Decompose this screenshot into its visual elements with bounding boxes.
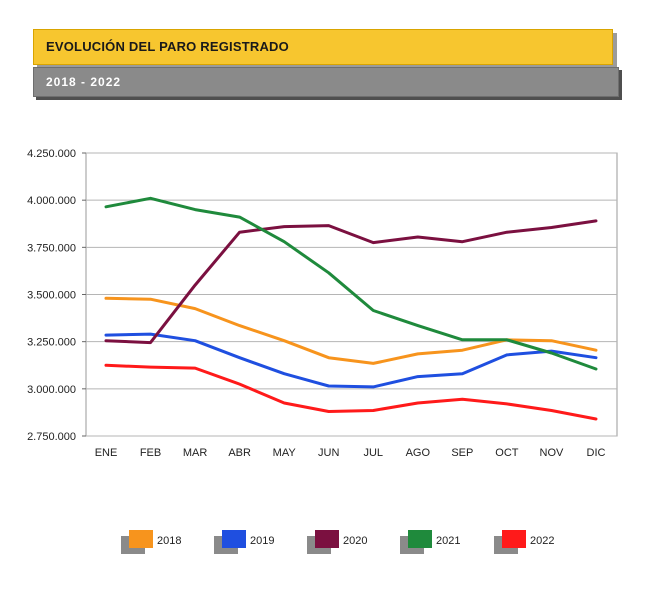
series-line-2022 [104, 363, 598, 421]
x-tick-label: DIC [587, 447, 606, 459]
legend-label-2022: 2022 [530, 535, 554, 547]
legend-label-2021: 2021 [436, 535, 460, 547]
x-tick-label: MAR [183, 447, 208, 459]
chart-subtitle: 2018 - 2022 [46, 75, 122, 89]
x-tick-label: JUN [318, 447, 339, 459]
legend-swatch-2018 [129, 530, 153, 548]
y-tick-label: 4.000.000 [27, 195, 76, 207]
legend-swatch-2020 [315, 530, 339, 548]
legend-label-2018: 2018 [157, 535, 181, 547]
series-line-2020 [104, 219, 598, 345]
series-line-2021 [104, 196, 598, 371]
y-tick-label: 3.000.000 [27, 384, 76, 396]
chart-title: EVOLUCIÓN DEL PARO REGISTRADO [46, 39, 289, 54]
legend-label-2019: 2019 [250, 535, 274, 547]
x-tick-label: SEP [451, 447, 473, 459]
x-tick-label: ABR [228, 447, 251, 459]
x-tick-label: FEB [140, 447, 161, 459]
legend-label-2020: 2020 [343, 535, 367, 547]
series-line-2019 [104, 332, 598, 389]
legend-swatch-2019 [222, 530, 246, 548]
y-tick-label: 2.750.000 [27, 431, 76, 443]
x-tick-label: NOV [540, 447, 565, 459]
x-tick-label: AGO [406, 447, 431, 459]
x-tick-label: ENE [95, 447, 118, 459]
y-tick-label: 3.250.000 [27, 337, 76, 349]
legend-swatch-2022 [502, 530, 526, 548]
y-tick-label: 3.500.000 [27, 290, 76, 302]
series-line-2018 [104, 296, 598, 365]
legend-swatch-2021 [408, 530, 432, 548]
x-tick-label: OCT [495, 447, 519, 459]
y-tick-label: 4.250.000 [27, 148, 76, 160]
chart-title-bar: EVOLUCIÓN DEL PARO REGISTRADO [33, 29, 613, 65]
y-tick-label: 3.750.000 [27, 242, 76, 254]
x-tick-label: JUL [363, 447, 383, 459]
chart-subtitle-bar: 2018 - 2022 [33, 67, 619, 97]
x-tick-label: MAY [273, 447, 297, 459]
